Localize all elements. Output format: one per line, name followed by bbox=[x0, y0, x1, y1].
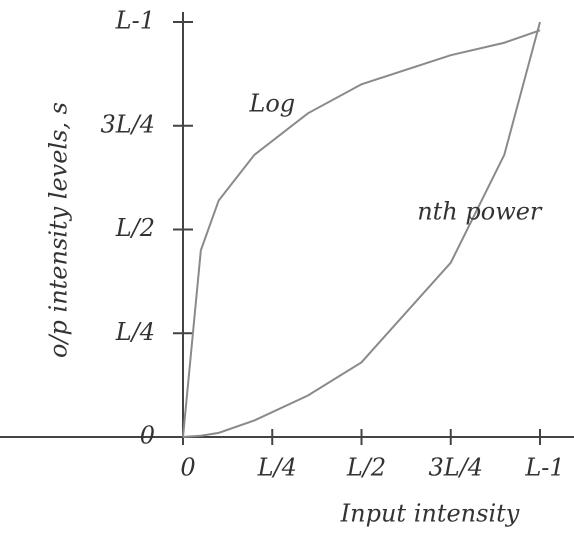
x-tick-label: 3L/4 bbox=[428, 454, 483, 482]
series-label: Log bbox=[248, 90, 295, 118]
y-tick-label: 3L/4 bbox=[100, 110, 155, 138]
x-tick-label: 0 bbox=[180, 454, 195, 482]
x-tick-label: L-1 bbox=[524, 454, 564, 482]
y-tick-label: L/4 bbox=[115, 318, 155, 346]
y-axis-label: o/p intensity levels, s bbox=[45, 102, 73, 358]
x-axis-label: Input intensity bbox=[340, 500, 520, 528]
series-line bbox=[182, 29, 541, 438]
y-tick-label: L/2 bbox=[115, 214, 155, 242]
series-line bbox=[182, 21, 541, 438]
y-tick-label: 0 bbox=[140, 422, 155, 450]
y-tick-label: L-1 bbox=[115, 7, 155, 35]
x-tick-label: L/2 bbox=[346, 454, 386, 482]
series-label: nth power bbox=[417, 197, 543, 225]
x-tick-label: L/4 bbox=[257, 454, 297, 482]
